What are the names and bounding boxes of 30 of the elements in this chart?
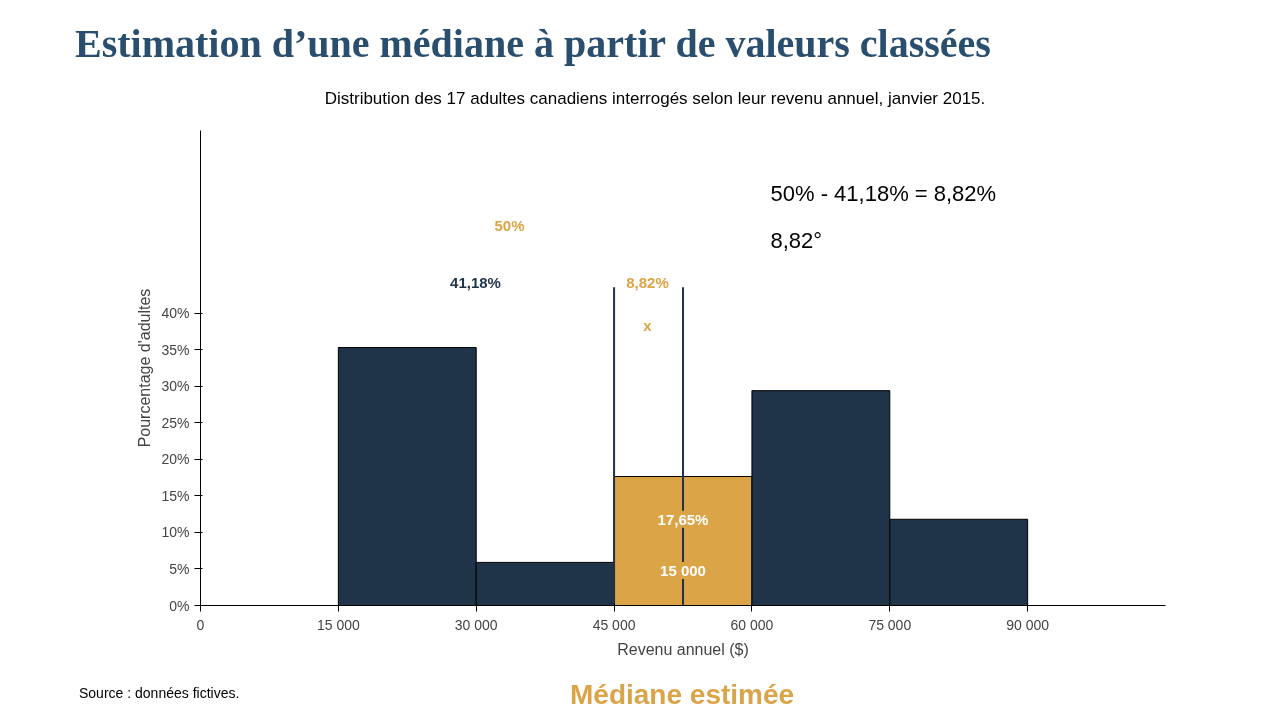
y-tick-label: 15% <box>161 487 190 504</box>
annotation: 41,18% <box>450 273 501 291</box>
x-tick-label: 75 000 <box>868 616 912 633</box>
x-tick-label: 60 000 <box>730 616 774 633</box>
annotation: 17,65% <box>657 510 709 528</box>
x-tick-label: 45 000 <box>592 616 636 633</box>
y-tick-label: 0% <box>169 597 190 614</box>
annotation: 15 000 <box>660 561 706 579</box>
x-tick-label: 90 000 <box>1006 616 1050 633</box>
x-tick-label: 15 000 <box>316 616 360 633</box>
y-tick-label: 25% <box>161 414 190 431</box>
y-tick-label: 40% <box>161 305 190 322</box>
x-tick-label: 30 000 <box>454 616 498 633</box>
source-note: Source : données fictives. <box>79 684 240 703</box>
annotation: 8,82% <box>626 273 669 291</box>
y-tick-label: 10% <box>161 524 190 541</box>
text: Médiane estimée <box>570 678 795 712</box>
annotation: 50% <box>494 216 525 234</box>
chart-title: Estimation d’une médiane à partir de valeurs classées <box>75 20 991 68</box>
y-tick-label: 35% <box>161 341 190 358</box>
annotation: 8,82° <box>770 227 823 253</box>
x-axis-title: Revenu annuel ($) <box>617 640 749 658</box>
y-tick-label: 5% <box>169 560 190 577</box>
y-tick-label: 20% <box>161 451 190 468</box>
chart-subtitle: Distribution des 17 adultes canadiens interrogés selon leur revenu annuel, janvier 2015. <box>324 88 986 110</box>
annotation: x <box>643 316 653 334</box>
y-axis-title: Pourcentage d'adultes <box>136 288 154 448</box>
x-tick-label: 0 <box>196 616 205 633</box>
y-tick-label: 30% <box>161 378 190 395</box>
annotation: 50% - 41,18% = 8,82% <box>770 180 997 206</box>
